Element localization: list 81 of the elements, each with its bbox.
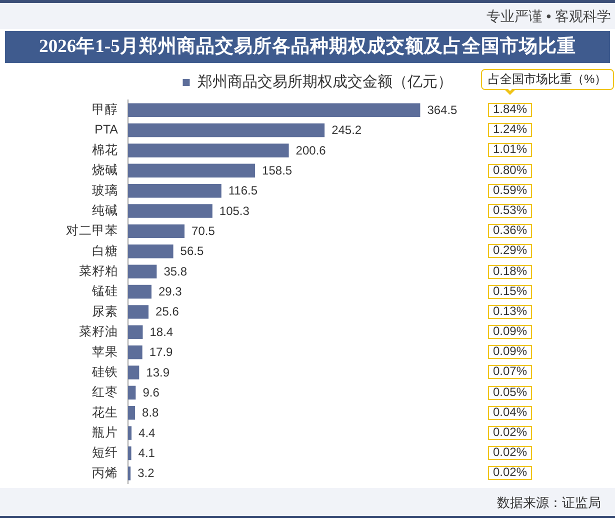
data-label: 4.4 — [138, 426, 156, 440]
bar — [128, 466, 131, 480]
y-tick-label: 硅铁 — [91, 364, 118, 379]
y-tick-label: 瓶片 — [92, 425, 118, 440]
data-label: 18.4 — [150, 324, 174, 339]
bar — [128, 345, 142, 360]
bar — [128, 366, 140, 380]
bar — [128, 144, 289, 158]
data-label: 25.6 — [156, 304, 180, 319]
bar — [128, 264, 157, 278]
bar — [128, 204, 212, 218]
y-tick-label: 纯碱 — [92, 203, 118, 218]
bar — [128, 164, 256, 178]
bar — [128, 224, 185, 238]
data-label: 0.09% — [488, 344, 532, 360]
data-label: 0.09% — [488, 324, 532, 340]
data-label: 0.59% — [488, 182, 532, 198]
data-label: 0.80% — [488, 162, 532, 178]
bar — [128, 284, 152, 299]
legend-label: 郑州商品交易所期权成交金额（亿元） — [197, 74, 452, 91]
bar — [128, 244, 174, 258]
y-tick-label: 玻璃 — [92, 183, 118, 198]
data-label: 200.6 — [296, 143, 326, 158]
y-tick-label: 尿素 — [92, 304, 118, 318]
bar — [128, 103, 420, 117]
data-label: 29.3 — [158, 284, 182, 299]
data-label: 0.18% — [488, 264, 532, 279]
data-label: 9.6 — [142, 385, 160, 400]
y-tick-label: 菜籽油 — [79, 324, 118, 339]
data-label: 0.36% — [488, 223, 532, 238]
data-label: 1.84% — [488, 102, 532, 118]
bar — [128, 325, 143, 339]
data-label: 3.2 — [138, 466, 155, 480]
data-label: 4.1 — [138, 446, 156, 460]
data-label: 35.8 — [164, 264, 188, 278]
bar — [128, 446, 132, 460]
y-tick-label: 苹果 — [92, 344, 118, 359]
data-label: 245.2 — [332, 123, 362, 138]
bar — [128, 386, 136, 400]
y-tick-label: 锰硅 — [91, 284, 118, 298]
data-label: 1.01% — [488, 142, 532, 158]
y-tick-label: PTA — [94, 122, 119, 137]
y-tick-label: 对二甲苯 — [66, 224, 118, 238]
data-label: 0.02% — [488, 445, 532, 460]
data-label: 116.5 — [228, 184, 258, 198]
y-tick-label: 丙烯 — [92, 466, 118, 480]
data-label: 8.8 — [142, 406, 160, 420]
data-label: 13.9 — [146, 365, 170, 380]
data-label: 0.04% — [488, 404, 532, 420]
y-tick-label: 烧碱 — [92, 163, 118, 178]
data-label: 105.3 — [219, 204, 250, 218]
bar — [128, 426, 132, 440]
y-tick-label: 菜籽粕 — [79, 264, 118, 278]
data-label: 0.13% — [488, 304, 532, 319]
y-tick-label: 白糖 — [92, 244, 118, 258]
bar — [128, 184, 222, 198]
data-label: 70.5 — [192, 224, 216, 238]
data-label: 364.5 — [427, 102, 458, 117]
y-tick-label: 红枣 — [92, 385, 118, 400]
y-tick-label: 短纤 — [92, 446, 118, 460]
y-tick-label: 棉花 — [92, 142, 118, 157]
data-label: 17.9 — [149, 345, 174, 360]
text: 专业严谨 • 客观科学 — [486, 8, 611, 26]
data-label: 0.02% — [488, 425, 532, 440]
source-note: 数据来源：证监局 — [497, 494, 601, 512]
data-label: 0.05% — [488, 384, 532, 400]
chart-title: 2026年1-5月郑州商品交易所各品种期权成交额及占全国市场比重 — [5, 31, 610, 63]
text: 占全国市场比重（%） — [488, 71, 607, 88]
data-label: 0.02% — [488, 465, 532, 480]
y-tick-label: 甲醇 — [92, 102, 118, 117]
bar — [128, 406, 136, 420]
data-label: 56.5 — [180, 244, 204, 258]
data-label: 0.07% — [488, 364, 532, 380]
bar — [128, 123, 325, 138]
data-label: 1.24% — [488, 122, 532, 138]
y-tick-label: 花生 — [92, 405, 118, 420]
data-label: 0.53% — [488, 203, 532, 218]
data-label: 0.15% — [488, 284, 532, 299]
data-label: 0.29% — [488, 243, 532, 258]
data-label: 158.5 — [262, 163, 292, 178]
bar — [128, 305, 149, 319]
